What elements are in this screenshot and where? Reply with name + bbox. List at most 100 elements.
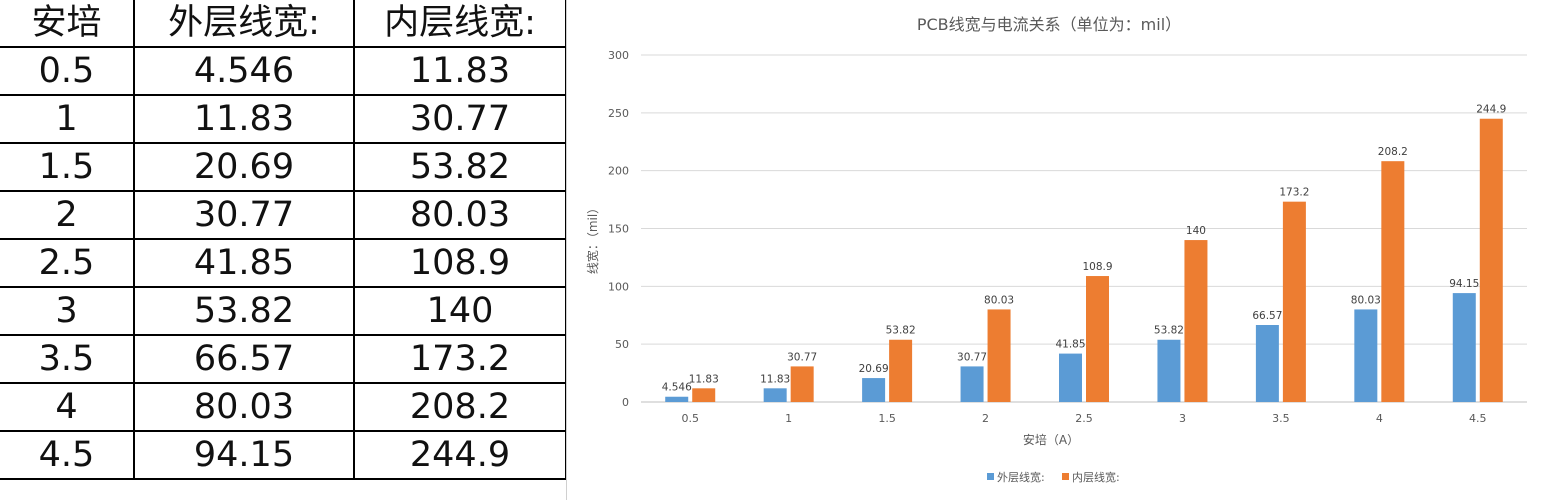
cell-outer-width: 41.85 — [133, 238, 355, 288]
x-tick-label: 1.5 — [878, 412, 896, 425]
x-tick-label: 0.5 — [681, 412, 699, 425]
data-label: 140 — [1186, 225, 1206, 237]
cell-outer-width: 4.546 — [133, 46, 355, 96]
table-row: 0.5 4.546 11.83 — [0, 46, 567, 96]
y-tick-label: 300 — [608, 49, 629, 62]
gridlines — [641, 54, 1527, 403]
data-label: 4.546 — [662, 382, 692, 394]
y-tick-label: 200 — [608, 165, 629, 178]
bar-inner-width — [1184, 240, 1208, 402]
legend-label-outer: 外层线宽: — [997, 470, 1045, 484]
legend-swatch-inner — [1062, 473, 1069, 480]
data-label: 53.82 — [886, 325, 916, 337]
y-tick-label: 150 — [608, 223, 629, 236]
bar-outer-width — [960, 366, 984, 402]
x-axis-label: 安培（A） — [1023, 432, 1079, 447]
y-tick-label: 50 — [615, 338, 629, 351]
x-tick-label: 3 — [1179, 412, 1186, 425]
cell-current: 1 — [0, 94, 135, 144]
bar-outer-width — [862, 378, 886, 402]
y-axis-label: 线宽：（mil） — [585, 202, 600, 274]
bar-outer-width — [1354, 309, 1378, 402]
data-label: 30.77 — [787, 351, 817, 363]
cell-outer-width: 94.15 — [133, 430, 355, 480]
cell-inner-width: 173.2 — [353, 334, 567, 384]
bar-outer-width — [1452, 293, 1476, 402]
x-tick-label: 4 — [1376, 412, 1383, 425]
data-label: 20.69 — [859, 363, 889, 375]
cell-current: 3 — [0, 286, 135, 336]
bar-inner-width — [692, 388, 716, 402]
cell-current: 0.5 — [0, 46, 135, 96]
cell-current: 2 — [0, 190, 135, 240]
bar-inner-width — [1086, 276, 1109, 402]
data-label: 244.9 — [1476, 104, 1506, 116]
y-tick-label: 0 — [622, 396, 629, 409]
x-tick-label: 1 — [785, 412, 792, 425]
cell-inner-width: 30.77 — [353, 94, 567, 144]
table-row: 4 80.03 208.2 — [0, 382, 567, 432]
bar-inner-width — [1282, 201, 1306, 402]
chart-panel: PCB线宽与电流关系（单位为：mil） 0 50 100 150 200 250 300 4… — [566, 0, 1542, 500]
table-row: 3 53.82 140 — [0, 286, 567, 336]
data-label: 53.82 — [1154, 325, 1184, 337]
data-label: 208.2 — [1378, 146, 1408, 158]
data-table: 安培 外层线宽: 内层线宽: 0.5 4.546 11.83 1 11.83 3… — [0, 0, 567, 480]
table-row: 3.5 66.57 173.2 — [0, 334, 567, 384]
data-label: 94.15 — [1449, 278, 1479, 290]
cell-outer-width: 30.77 — [133, 190, 355, 240]
table-row: 1.5 20.69 53.82 — [0, 142, 567, 192]
x-tick-label: 2 — [982, 412, 989, 425]
legend-swatch-outer — [987, 473, 994, 480]
header-current: 安培 — [0, 0, 135, 48]
data-label: 41.85 — [1055, 339, 1085, 351]
y-tick-label: 250 — [608, 107, 629, 120]
cell-current: 4.5 — [0, 430, 135, 480]
cell-outer-width: 53.82 — [133, 286, 355, 336]
bar-inner-width — [1381, 161, 1405, 402]
cell-inner-width: 11.83 — [353, 46, 567, 96]
x-axis-ticks: 0.5 1 1.5 2 2.5 3 3.5 4 4.5 — [681, 412, 1486, 425]
bar-inner-width — [987, 309, 1011, 402]
cell-outer-width: 66.57 — [133, 334, 355, 384]
cell-current: 1.5 — [0, 142, 135, 192]
data-label: 173.2 — [1279, 187, 1309, 199]
cell-current: 2.5 — [0, 238, 135, 288]
header-outer-width: 外层线宽: — [133, 0, 355, 48]
bar-inner-width — [1479, 118, 1503, 402]
y-axis-ticks: 0 50 100 150 200 250 300 — [608, 49, 629, 409]
data-label: 11.83 — [689, 373, 719, 385]
table-header-row: 安培 外层线宽: 内层线宽: — [0, 0, 567, 48]
bars — [665, 118, 1503, 402]
data-label: 80.03 — [1351, 294, 1381, 306]
bar-outer-width — [665, 396, 689, 402]
data-table-panel: 安培 外层线宽: 内层线宽: 0.5 4.546 11.83 1 11.83 3… — [0, 0, 567, 500]
data-label: 66.57 — [1252, 310, 1282, 322]
header-inner-width: 内层线宽: — [353, 0, 567, 48]
bar-chart: PCB线宽与电流关系（单位为：mil） 0 50 100 150 200 250 300 4… — [585, 15, 1527, 484]
legend-label-inner: 内层线宽: — [1072, 470, 1120, 484]
table-row: 1 11.83 30.77 — [0, 94, 567, 144]
cell-inner-width: 53.82 — [353, 142, 567, 192]
cell-outer-width: 80.03 — [133, 382, 355, 432]
bar-outer-width — [1255, 325, 1279, 402]
cell-inner-width: 208.2 — [353, 382, 567, 432]
cell-inner-width: 108.9 — [353, 238, 567, 288]
cell-current: 3.5 — [0, 334, 135, 384]
cell-inner-width: 244.9 — [353, 430, 567, 480]
table-row: 4.5 94.15 244.9 — [0, 430, 567, 480]
table-row: 2 30.77 80.03 — [0, 190, 567, 240]
data-label: 30.77 — [957, 351, 987, 363]
cell-current: 4 — [0, 382, 135, 432]
x-tick-label: 3.5 — [1272, 412, 1290, 425]
y-tick-label: 100 — [608, 280, 629, 293]
data-label: 11.83 — [760, 373, 790, 385]
bar-outer-width — [763, 388, 787, 402]
x-tick-label: 2.5 — [1075, 412, 1093, 425]
data-label: 108.9 — [1082, 261, 1112, 273]
legend: 外层线宽: 内层线宽: — [987, 470, 1120, 484]
cell-inner-width: 80.03 — [353, 190, 567, 240]
chart-title: PCB线宽与电流关系（单位为：mil） — [917, 15, 1181, 34]
cell-outer-width: 11.83 — [133, 94, 355, 144]
